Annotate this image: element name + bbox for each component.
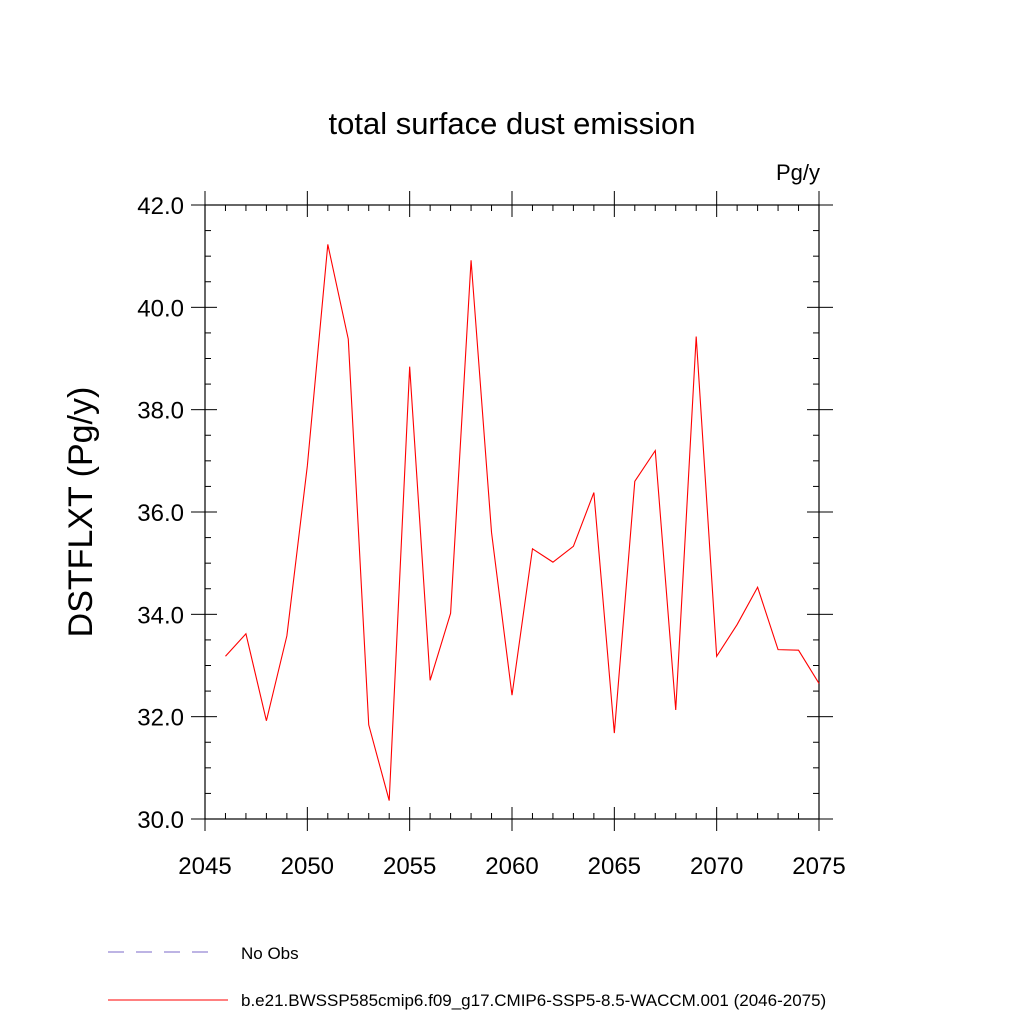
- y-tick-label-42: 42.0: [137, 193, 184, 220]
- y-tick-label-38: 38.0: [137, 398, 184, 425]
- units-label: Pg/y: [776, 160, 820, 185]
- y-axis-label: DSTFLXT (Pg/y): [62, 387, 100, 638]
- y-tick-label-30: 30.0: [137, 807, 184, 834]
- legend: No Obs b.e21.BWSSP585cmip6.f09_g17.CMIP6…: [108, 944, 826, 1010]
- x-tick-label-2050: 2050: [281, 853, 334, 880]
- y-tick-label-36: 36.0: [137, 500, 184, 527]
- legend-label-no-obs: No Obs: [241, 944, 299, 963]
- plot-frame: [204, 204, 820, 820]
- series-line-0: [225, 244, 820, 801]
- y-tick-label-40: 40.0: [137, 295, 184, 322]
- x-tick-label-2070: 2070: [690, 853, 743, 880]
- legend-label-model: b.e21.BWSSP585cmip6.f09_g17.CMIP6-SSP5-8…: [241, 991, 826, 1010]
- x-tick-label-2045: 2045: [178, 853, 231, 880]
- x-tick-label-2075: 2075: [792, 853, 845, 880]
- x-tick-label-2055: 2055: [383, 853, 436, 880]
- y-tick-label-34: 34.0: [137, 602, 184, 629]
- series-layer: [225, 244, 820, 801]
- chart-title: total surface dust emission: [328, 106, 695, 141]
- x-tick-label-2060: 2060: [485, 853, 538, 880]
- x-axis: 2045 2050 2055 2060 2065 2070 2075: [178, 191, 846, 880]
- x-tick-label-2065: 2065: [588, 853, 641, 880]
- y-tick-label-32: 32.0: [137, 705, 184, 732]
- y-axis: 30.0 32.0 34.0 36.0 38.0 40.0 42.0: [137, 193, 833, 834]
